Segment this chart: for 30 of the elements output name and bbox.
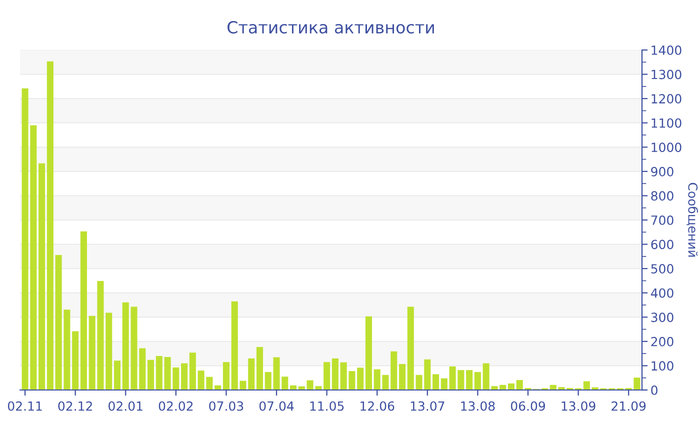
chart-title: Статистика активности bbox=[228, 20, 434, 34]
y-tick-label: 1100 bbox=[652, 118, 682, 128]
y-tick-label: 1000 bbox=[652, 142, 682, 152]
y-tick-label: 900 bbox=[651, 166, 674, 176]
x-tick-label: 13.09 bbox=[562, 401, 596, 411]
x-tick-label: 13.07 bbox=[410, 401, 444, 411]
x-tick-label: 02.02 bbox=[158, 401, 193, 411]
x-tick-label: 06.09 bbox=[510, 401, 546, 411]
y-tick-label: 700 bbox=[651, 215, 674, 225]
y-tick-label: 400 bbox=[650, 288, 674, 298]
x-tick-label: 02.11 bbox=[8, 401, 42, 411]
x-tick-label: 07.03 bbox=[209, 401, 244, 411]
y-tick-label: 100 bbox=[652, 361, 674, 371]
x-tick-label: 21.09 bbox=[612, 401, 646, 411]
y-tick-label: 300 bbox=[651, 312, 674, 322]
y-tick-label: 800 bbox=[651, 191, 674, 201]
y-tick-label: 1300 bbox=[652, 70, 682, 80]
y-tick-label: 500 bbox=[651, 264, 674, 274]
y-tick-label: 200 bbox=[651, 336, 674, 346]
y-tick-label: 0 bbox=[651, 385, 658, 395]
y-tick-label: 600 bbox=[651, 240, 674, 250]
x-tick-label: 11.05 bbox=[310, 401, 344, 411]
x-tick-label: 13.08 bbox=[461, 401, 495, 411]
y-tick-label: 1200 bbox=[652, 94, 682, 104]
x-tick-label: 02.12 bbox=[58, 401, 92, 411]
y-tick-label: 1400 bbox=[652, 45, 682, 55]
x-tick-label: 07.04 bbox=[259, 401, 294, 411]
x-tick-label: 12.06 bbox=[360, 401, 394, 411]
y-axis-title: Сообщений bbox=[686, 182, 698, 257]
x-tick-label: 02.01 bbox=[108, 401, 142, 411]
